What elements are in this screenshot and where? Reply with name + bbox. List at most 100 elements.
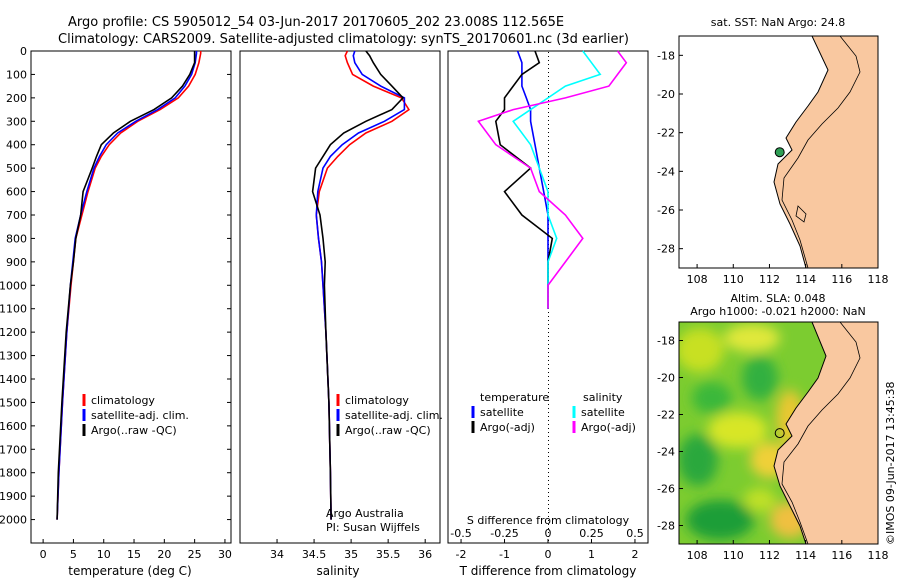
legend-label-satellite: satellite-adj. clim. — [91, 409, 189, 422]
legend-label-argo: Argo(..raw -QC) — [91, 424, 177, 437]
depth-tick-label: 500 — [6, 162, 27, 175]
salinity-axes — [239, 50, 441, 544]
lon-tick-label: 118 — [868, 273, 889, 286]
annotation-argo-australia: Argo Australia — [326, 507, 404, 520]
depth-tick-label: 300 — [6, 115, 27, 128]
series-line-argo-raw-qc — [56, 51, 196, 520]
lon-tick-label: 110 — [723, 549, 744, 562]
depth-tick-label: 1700 — [0, 443, 27, 456]
temperature-panel: 0100200300400500600700800900100011001200… — [0, 45, 232, 578]
sst-map-float-marker — [774, 147, 785, 158]
legend-title-temperature: temperature — [480, 391, 549, 404]
lat-tick-label: -18 — [657, 335, 675, 348]
lon-tick-label: 116 — [831, 273, 852, 286]
depth-tick-label: 1800 — [0, 467, 27, 480]
sla-map-shelf-contour — [781, 322, 861, 544]
lon-tick-label: 114 — [795, 273, 816, 286]
x2-tick-label: -0.25 — [490, 527, 518, 540]
lat-tick-label: -22 — [657, 409, 675, 422]
x2-tick-label: 0 — [545, 527, 552, 540]
header-line2: Climatology: CARS2009. Satellite-adjuste… — [58, 32, 629, 47]
series-line-temperature-satellite — [516, 50, 549, 309]
difference-lines — [477, 50, 628, 309]
lat-tick-label: -20 — [657, 372, 675, 385]
depth-tick-label: 1400 — [0, 373, 27, 386]
temperature-xlabel: temperature (deg C) — [68, 564, 191, 578]
x-tick-label: 34.5 — [302, 548, 327, 561]
depth-tick-label: 200 — [6, 92, 27, 105]
temperature-axes — [30, 50, 232, 544]
series-line-argo-raw-qc — [311, 50, 405, 520]
legend-label-climatology: climatology — [91, 394, 155, 407]
salinity-lines — [311, 50, 410, 520]
x-tick-label: 25 — [188, 548, 202, 561]
depth-tick-label: 600 — [6, 186, 27, 199]
lon-tick-label: 108 — [687, 549, 708, 562]
s-difference-label: S difference from climatology — [467, 514, 630, 527]
sst-map-axes: 108 110 112 114 116 118 -18 -20 -22 -24 -26 -28 — [657, 49, 888, 286]
x-tick-label: 35 — [344, 548, 358, 561]
lon-tick-label: 118 — [868, 549, 889, 562]
legend-label-s-satellite: satellite — [581, 406, 625, 419]
depth-tick-label: 1100 — [0, 303, 27, 316]
depth-tick-label: 900 — [6, 256, 27, 269]
lat-tick-label: -24 — [657, 165, 675, 178]
depth-tick-label: 2000 — [0, 514, 27, 527]
sst-map-frame — [678, 35, 879, 269]
legend-title-salinity: salinity — [583, 391, 623, 404]
x-tick-label: 2 — [631, 548, 638, 561]
depth-tick-label: 1500 — [0, 396, 27, 409]
x2-tick-label: -0.5 — [450, 527, 471, 540]
lat-tick-label: -18 — [657, 49, 675, 62]
lon-tick-label: 108 — [687, 273, 708, 286]
depth-tick-label: 1900 — [0, 490, 27, 503]
x2-tick-label: 0.5 — [626, 527, 644, 540]
t-difference-xlabel: T difference from climatology — [459, 564, 637, 578]
depth-tick-label: 1600 — [0, 420, 27, 433]
lat-tick-label: -28 — [657, 520, 675, 533]
header-line1: Argo profile: CS 5905012_54 03-Jun-2017 … — [68, 15, 564, 30]
sla-map-title-2: Argo h1000: -0.021 h2000: NaN — [690, 305, 866, 318]
lat-tick-label: -26 — [657, 483, 675, 496]
legend-label-t-argo: Argo(-adj) — [480, 421, 535, 434]
sla-map-land — [773, 322, 878, 544]
sla-map-axes: 108 110 112 114 116 118 -18 -20 -22 -24 -26 -28 — [657, 335, 888, 563]
legend-label-satellite: satellite-adj. clim. — [345, 409, 443, 422]
x-tick-label: 36 — [418, 548, 432, 561]
lat-tick-label: -24 — [657, 446, 675, 459]
x-tick-label: 35.5 — [376, 548, 401, 561]
x-tick-label: 20 — [157, 548, 171, 561]
imos-stamp: ©IMOS 09-Jun-2017 13:45:38 — [884, 381, 897, 545]
x-tick-label: -2 — [456, 548, 467, 561]
lon-tick-label: 112 — [759, 549, 780, 562]
sst-map-title: sat. SST: NaN Argo: 24.8 — [711, 16, 845, 29]
lat-tick-label: -20 — [657, 88, 675, 101]
legend-label-s-argo: Argo(-adj) — [581, 421, 636, 434]
difference-panel: -2 -1 0 1 2 -0.5 -0.25 0 0.25 0.5 S difference f… — [447, 50, 649, 578]
depth-tick-label: 1000 — [0, 279, 27, 292]
lon-tick-label: 112 — [759, 273, 780, 286]
temperature-x-axis: 0 5 10 15 20 25 30 — [40, 539, 232, 561]
sst-map-shelf-contour — [781, 36, 861, 268]
series-line-salinity-satellite — [512, 50, 602, 309]
sla-map-title-1: Altim. SLA: 0.048 — [730, 292, 825, 305]
s-difference-x-axis: -0.5 -0.25 0 0.25 0.5 — [450, 527, 643, 540]
depth-tick-label: 100 — [6, 68, 27, 81]
x-tick-label: 0 — [545, 548, 552, 561]
x2-tick-label: 0.25 — [579, 527, 604, 540]
x-tick-label: 34 — [270, 548, 284, 561]
depth-tick-label: 1300 — [0, 350, 27, 363]
legend-label-t-satellite: satellite — [480, 406, 524, 419]
depth-tick-label: 0 — [20, 45, 27, 58]
sst-map-island — [795, 205, 807, 223]
lat-tick-label: -26 — [657, 204, 675, 217]
x-tick-label: 10 — [97, 548, 111, 561]
salinity-legend: climatology satellite-adj. clim. Argo(..… — [336, 394, 443, 437]
depth-tick-label: 800 — [6, 232, 27, 245]
lon-tick-label: 114 — [795, 549, 816, 562]
lat-tick-label: -22 — [657, 127, 675, 140]
t-difference-x-axis: -2 -1 0 1 2 — [456, 539, 638, 561]
sst-map-land — [773, 36, 878, 268]
legend-label-argo: Argo(..raw -QC) — [345, 424, 431, 437]
